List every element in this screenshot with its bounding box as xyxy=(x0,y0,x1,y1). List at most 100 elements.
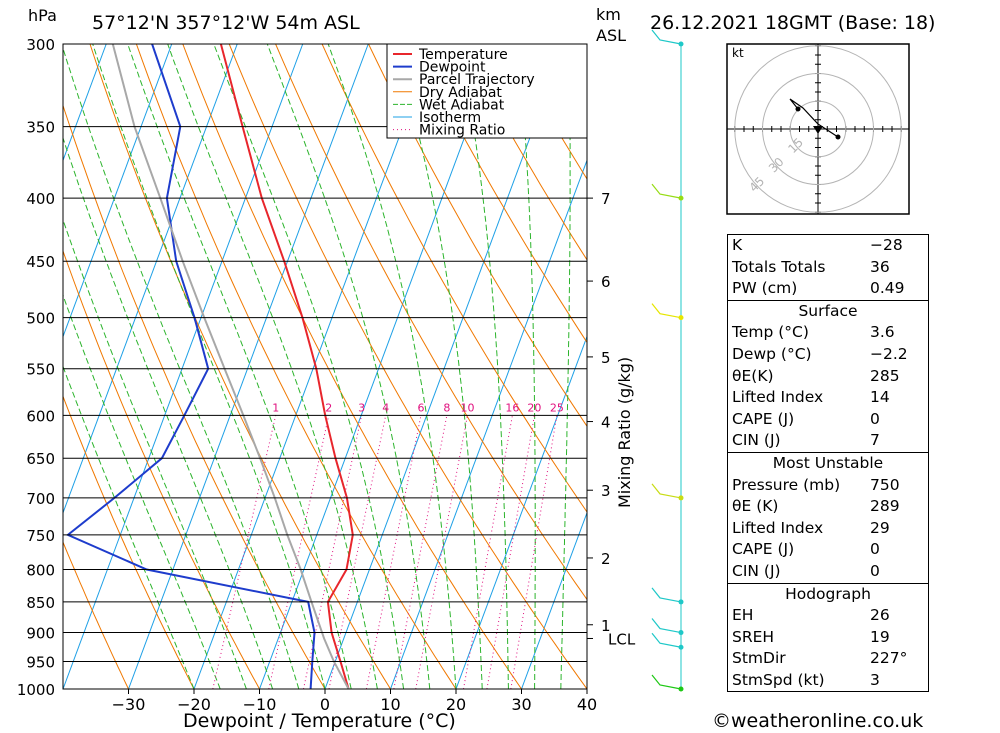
legend-label: Parcel Trajectory xyxy=(419,72,535,88)
index-value: 14 xyxy=(870,388,890,407)
km-tick-label: 1 xyxy=(601,617,611,635)
wet-adiabat-line xyxy=(266,44,431,689)
km-tick-label: 2 xyxy=(601,550,611,568)
x-tick-label: 30 xyxy=(511,695,531,714)
index-label: θE(K) xyxy=(732,366,774,385)
legend-label: Wet Adiabat xyxy=(419,97,505,113)
mixing-ratio-label: 1 xyxy=(272,401,279,414)
wind-barb xyxy=(651,29,682,45)
pressure-tick-label: 850 xyxy=(26,594,55,612)
mixing-ratio-line xyxy=(393,415,448,689)
index-value: 227° xyxy=(870,649,908,668)
index-row: CIN (J) 0 xyxy=(728,561,928,583)
pressure-tick-label: 650 xyxy=(26,450,55,468)
index-value: 0.49 xyxy=(870,279,905,298)
index-value: 0 xyxy=(870,540,880,559)
index-label: CAPE (J) xyxy=(732,409,795,428)
legend-label: Dewpoint xyxy=(419,60,486,76)
isotherm-line xyxy=(63,44,304,689)
pressure-tick-label: 550 xyxy=(26,361,55,379)
index-label: Temp (°C) xyxy=(732,323,809,342)
indices-table: K −28 Totals Totals 36 PW (cm) 0.49 Surface T… xyxy=(727,234,929,693)
index-value: 750 xyxy=(870,475,900,494)
hpa-unit-label: hPa xyxy=(28,6,57,25)
pressure-tick-label: 350 xyxy=(26,119,55,137)
hodograph-point xyxy=(795,106,801,112)
index-row: Totals Totals 36 xyxy=(728,257,928,279)
legend-label: Isotherm xyxy=(419,110,481,126)
index-value: −2.2 xyxy=(870,344,908,363)
index-value: −28 xyxy=(870,236,903,254)
hodograph-trace xyxy=(789,98,839,138)
dry-adiabat-line xyxy=(63,103,326,689)
pressure-tick-label: 400 xyxy=(26,190,55,208)
index-row: Lifted Index 14 xyxy=(728,387,928,409)
mixing-ratio-label: 3 xyxy=(358,401,365,414)
index-label: θE (K) xyxy=(732,497,779,516)
isotherm-line xyxy=(455,335,587,689)
index-value: 289 xyxy=(870,497,900,516)
plot-frame xyxy=(62,43,588,690)
temperature-axis-labels: −30 −20 −10 0 10 20 30 40 xyxy=(112,689,597,714)
km-unit-label: km xyxy=(596,5,621,24)
x-tick-label: 20 xyxy=(446,695,466,714)
wet-adiabat-line xyxy=(63,136,274,689)
isotherm-line xyxy=(193,44,435,689)
index-row: CAPE (J) 0 xyxy=(728,539,928,561)
pressure-tick-label: 950 xyxy=(26,654,55,672)
mixing-ratio-label: 6 xyxy=(417,401,424,414)
isotherm-line xyxy=(63,44,107,162)
isotherm-line xyxy=(521,511,587,689)
km-tick-label: 5 xyxy=(601,349,611,367)
km-tick-label: 7 xyxy=(601,190,611,208)
parcel-trajectory-line xyxy=(111,44,350,689)
index-value: 36 xyxy=(870,257,890,276)
mixing-ratio-line xyxy=(365,415,422,689)
wind-barbs xyxy=(651,29,684,692)
isotherm-line xyxy=(128,44,369,689)
wind-barb xyxy=(651,183,682,199)
x-tick-label: 0 xyxy=(320,695,330,714)
index-label: SREH xyxy=(732,627,775,646)
wind-barb xyxy=(651,632,682,648)
wind-barb xyxy=(651,587,682,603)
index-label: K xyxy=(732,236,743,254)
dewpoint-line xyxy=(65,44,316,689)
wet-adiabat-line xyxy=(517,44,536,689)
dry-adiabat-line xyxy=(182,44,522,689)
pressure-tick-label: 750 xyxy=(26,527,55,545)
index-value: 29 xyxy=(870,518,890,537)
index-row: Temp (°C) 3.6 xyxy=(728,322,928,344)
index-row: θE (K) 289 xyxy=(728,496,928,518)
index-row: StmDir 227° xyxy=(728,648,928,670)
wet-adiabat-line xyxy=(92,44,326,689)
index-row: Dewp (°C) −2.2 xyxy=(728,344,928,366)
datetime-label: 26.12.2021 18GMT (Base: 18) xyxy=(650,12,935,34)
isotherm-line xyxy=(324,44,566,689)
wind-barb xyxy=(651,483,682,499)
x-tick-label: 10 xyxy=(380,695,400,714)
dry-adiabat-line xyxy=(414,44,587,344)
pressure-tick-label: 700 xyxy=(26,490,55,508)
hodograph-ring xyxy=(789,100,847,158)
wet-adiabat-line xyxy=(327,44,457,689)
legend-label: Dry Adiabat xyxy=(419,85,502,101)
dry-adiabat-line xyxy=(228,44,587,689)
index-label: CIN (J) xyxy=(732,561,781,580)
x-axis-title: Dewpoint / Temperature (°C) xyxy=(183,710,456,732)
mixing-ratio-labels: 1 2 3 4 6 8 10 16 20 25 xyxy=(272,401,564,414)
wet-adiabat-line xyxy=(560,44,571,689)
index-row: Pressure (mb) 750 xyxy=(728,475,928,497)
dry-adiabat-line xyxy=(368,44,587,428)
pressure-tick-label: 800 xyxy=(26,561,55,579)
storm-motion-marker xyxy=(813,126,823,134)
index-row: Lifted Index 29 xyxy=(728,518,928,540)
pressure-tick-label: 900 xyxy=(26,625,55,643)
mixing-ratio-label: 16 xyxy=(505,401,519,414)
index-row: CIN (J) 7 xyxy=(728,430,928,452)
mixing-ratio-label: 2 xyxy=(325,401,332,414)
mixing-ratio-label: 4 xyxy=(382,401,389,414)
index-label: EH xyxy=(732,606,754,625)
